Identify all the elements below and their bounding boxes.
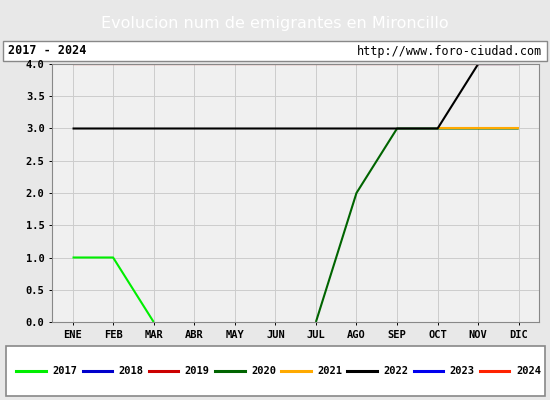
FancyBboxPatch shape [6,346,544,396]
Text: 2017 - 2024: 2017 - 2024 [8,44,87,58]
Text: 2017: 2017 [52,366,78,376]
Text: 2020: 2020 [251,366,276,376]
Text: 2022: 2022 [383,366,409,376]
Text: 2019: 2019 [185,366,210,376]
FancyBboxPatch shape [3,41,547,61]
Text: 2024: 2024 [516,366,541,376]
Text: 2021: 2021 [317,366,342,376]
Text: 2023: 2023 [450,366,475,376]
Text: http://www.foro-ciudad.com: http://www.foro-ciudad.com [356,44,542,58]
Text: Evolucion num de emigrantes en Mironcillo: Evolucion num de emigrantes en Mironcill… [101,16,449,31]
Text: 2018: 2018 [119,366,144,376]
